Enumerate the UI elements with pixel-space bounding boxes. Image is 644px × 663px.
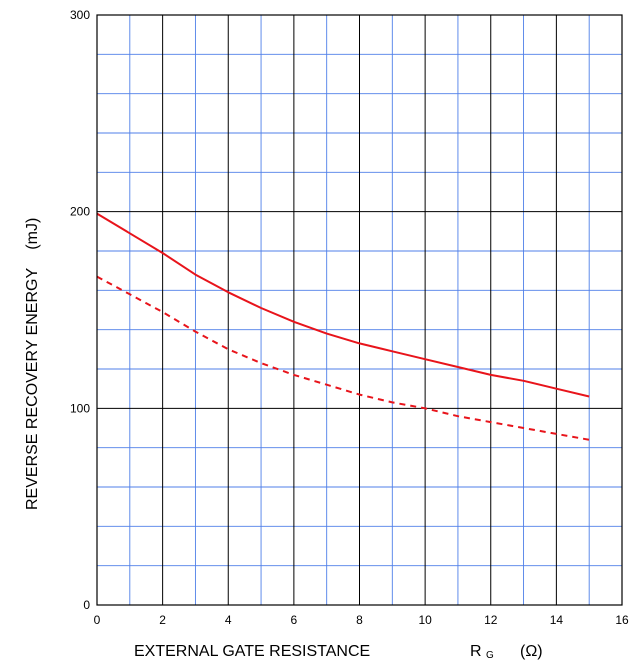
y-axis-unit: (mJ) xyxy=(24,218,41,250)
x-tick-label: 14 xyxy=(550,613,564,627)
x-axis-unit: (Ω) xyxy=(520,643,543,660)
x-tick-label: 8 xyxy=(356,613,363,627)
y-tick-label: 100 xyxy=(70,401,90,415)
x-tick-label: 10 xyxy=(418,613,432,627)
solid-series-line xyxy=(96,212,590,398)
y-axis-title: REVERSE RECOVERY ENERGY (mJ) xyxy=(24,218,41,510)
x-tick-label: 16 xyxy=(615,613,629,627)
x-tick-label: 2 xyxy=(159,613,166,627)
series-layer xyxy=(96,212,590,441)
tick-labels: 0 2 4 6 8 10 12 14 16 0 100 200 300 xyxy=(70,8,629,627)
y-tick-label: 0 xyxy=(83,598,90,612)
plot-frame xyxy=(96,14,623,606)
x-tick-label: 4 xyxy=(225,613,232,627)
x-axis-symbol: R xyxy=(470,643,482,660)
x-tick-label: 6 xyxy=(291,613,298,627)
y-tick-label: 200 xyxy=(70,205,90,219)
major-grid xyxy=(97,15,622,605)
x-tick-label: 12 xyxy=(484,613,498,627)
x-tick-label: 0 xyxy=(94,613,101,627)
y-axis-label: REVERSE RECOVERY ENERGY xyxy=(24,268,41,510)
dashed-series-line xyxy=(96,275,590,441)
x-axis-label: EXTERNAL GATE RESISTANCE xyxy=(134,643,370,660)
y-tick-label: 300 xyxy=(70,8,90,22)
x-axis-symbol-subscript: G xyxy=(486,650,494,661)
x-axis-title: EXTERNAL GATE RESISTANCE R G (Ω) xyxy=(134,643,543,662)
